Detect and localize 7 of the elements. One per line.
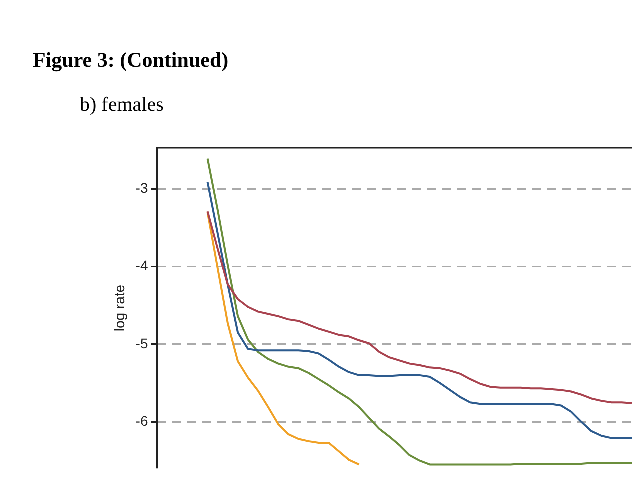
- y-tick-label: -4: [136, 258, 148, 274]
- y-tick-label: -5: [136, 335, 148, 352]
- chart-subtitle: b) females: [80, 94, 164, 117]
- chart-title: Figure 3: (Continued): [33, 48, 229, 73]
- y-tick-label: -3: [136, 180, 148, 196]
- y-tick-label: -6: [136, 412, 148, 429]
- y-axis-title: log rate: [111, 284, 128, 332]
